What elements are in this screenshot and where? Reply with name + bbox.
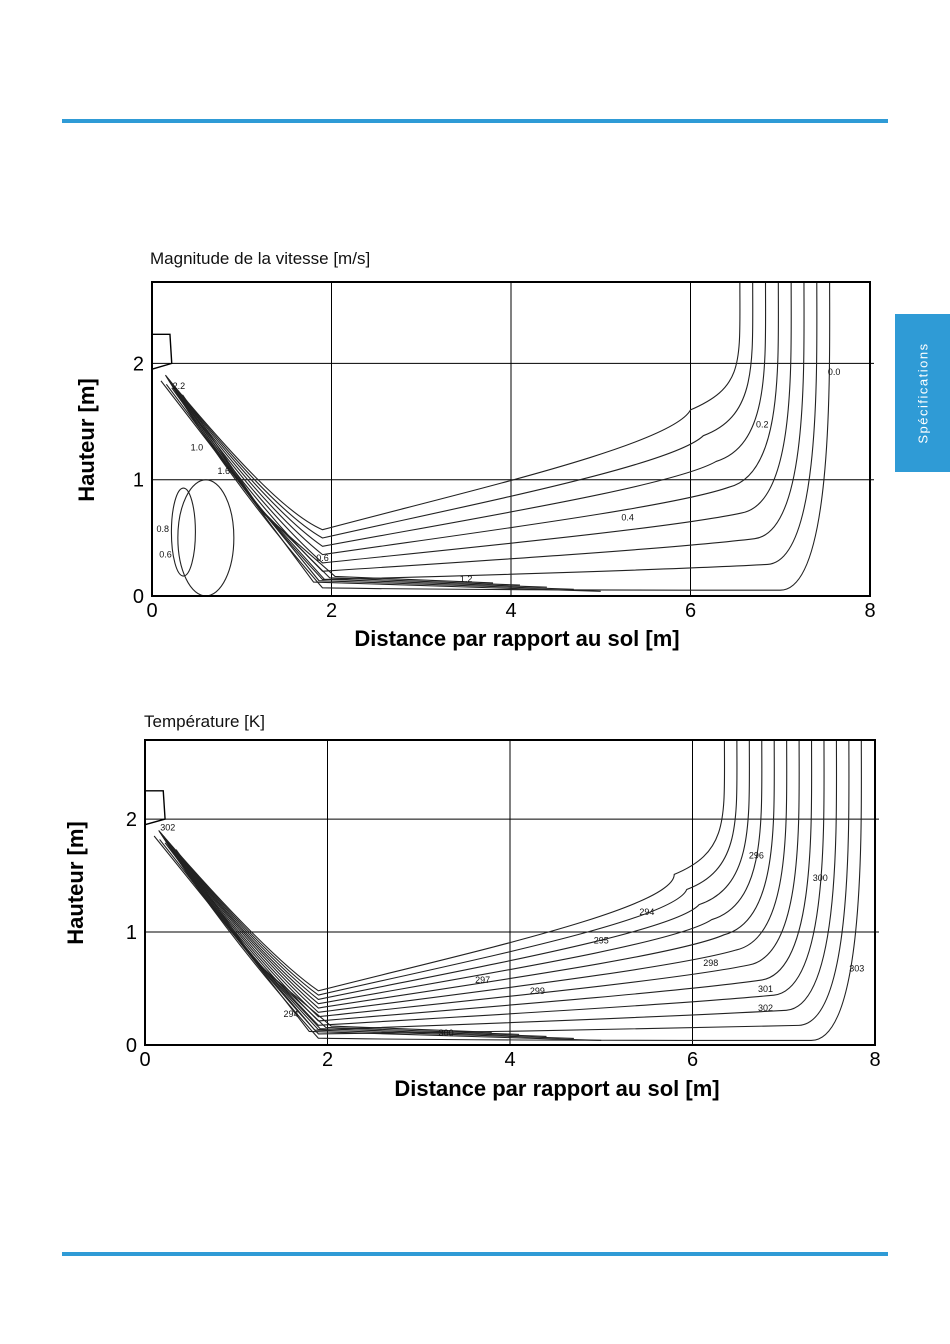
contour-label: 0.6 xyxy=(316,553,329,563)
jet-contour-line xyxy=(176,850,492,1033)
x-tick-label: 6 xyxy=(685,600,696,622)
contour-label: 0.0 xyxy=(828,367,841,377)
contour-label: 294 xyxy=(639,907,654,917)
x-tick-label: 4 xyxy=(504,1049,515,1071)
velocity-chart: Magnitude de la vitesse [m/s] 0.2 0.0 0.4 0.… xyxy=(74,249,876,651)
contour-label: 299 xyxy=(530,986,545,996)
contour-label: 297 xyxy=(475,975,490,985)
x-tick-label: 4 xyxy=(505,600,516,622)
contour-label: 2.2 xyxy=(173,381,186,391)
x-tick-label: 2 xyxy=(326,600,337,622)
jet-contour-line xyxy=(160,839,574,1038)
y-tick-label: 2 xyxy=(133,353,144,375)
contour-line xyxy=(160,740,837,1030)
temperature-chart: Température [K] 294 295 296 297 298 299 300 301 3… xyxy=(63,712,881,1101)
chart-title: Magnitude de la vitesse [m/s] xyxy=(150,249,370,268)
contour-label: 301 xyxy=(758,984,773,994)
contour-label: 300 xyxy=(813,873,828,883)
x-tick-label: 2 xyxy=(322,1049,333,1071)
jet-contour-line xyxy=(171,846,520,1034)
y-tick-label: 1 xyxy=(133,470,144,492)
x-tick-label: 0 xyxy=(146,600,157,622)
contour-label: 302 xyxy=(160,822,175,832)
contour-label: 298 xyxy=(703,958,718,968)
x-tick-label: 8 xyxy=(869,1049,880,1071)
contour-label: 0.8 xyxy=(157,524,170,534)
indoor-unit-outline xyxy=(145,791,165,825)
contour-line xyxy=(163,740,724,991)
contour-label: 302 xyxy=(758,1003,773,1013)
jet-contour-line xyxy=(177,391,520,585)
x-tick-label: 6 xyxy=(687,1049,698,1071)
recirculation-contour xyxy=(178,480,234,596)
y-tick-label: 0 xyxy=(126,1035,137,1057)
contour-line xyxy=(162,740,775,1008)
contour-label: 296 xyxy=(749,851,764,861)
y-tick-label: 1 xyxy=(126,922,137,944)
y-axis-label: Hauteur [m] xyxy=(74,378,99,501)
contour-line xyxy=(168,282,778,555)
indoor-unit-outline xyxy=(152,334,172,369)
contour-line xyxy=(167,282,804,571)
x-tick-label: 0 xyxy=(139,1049,150,1071)
figure-canvas: Magnitude de la vitesse [m/s] 0.2 0.0 0.4 0.… xyxy=(0,0,950,1344)
contour-label: 295 xyxy=(594,935,609,945)
jet-contour-line xyxy=(183,395,494,583)
contour-label: 1.0 xyxy=(191,443,204,453)
jet-contour-line xyxy=(161,381,601,591)
chart-title: Température [K] xyxy=(144,712,265,731)
contour-line xyxy=(167,282,791,563)
x-axis-label: Distance par rapport au sol [m] xyxy=(394,1076,719,1101)
contour-label: 0.2 xyxy=(756,419,769,429)
contour-line xyxy=(162,740,749,999)
contour-label: 1.6 xyxy=(218,466,231,476)
contour-label: 303 xyxy=(849,964,864,974)
contour-line xyxy=(165,282,829,590)
contour-line xyxy=(159,740,849,1034)
contour-lines xyxy=(154,740,861,1040)
x-tick-label: 8 xyxy=(864,600,875,622)
y-tick-label: 2 xyxy=(126,809,137,831)
contour-label: 300 xyxy=(439,1028,454,1038)
y-tick-label: 0 xyxy=(133,586,144,608)
contour-label: 294 xyxy=(283,1009,298,1019)
x-axis-label: Distance par rapport au sol [m] xyxy=(354,626,679,651)
jet-contour-line xyxy=(172,388,547,587)
contour-line xyxy=(166,282,817,580)
contour-label: 0.6 xyxy=(159,550,172,560)
contour-lines xyxy=(161,282,830,596)
recirculation-contour xyxy=(171,488,195,576)
y-axis-label: Hauteur [m] xyxy=(63,821,88,944)
contour-label: 0.4 xyxy=(621,512,634,522)
contour-label: 1.2 xyxy=(460,574,473,584)
